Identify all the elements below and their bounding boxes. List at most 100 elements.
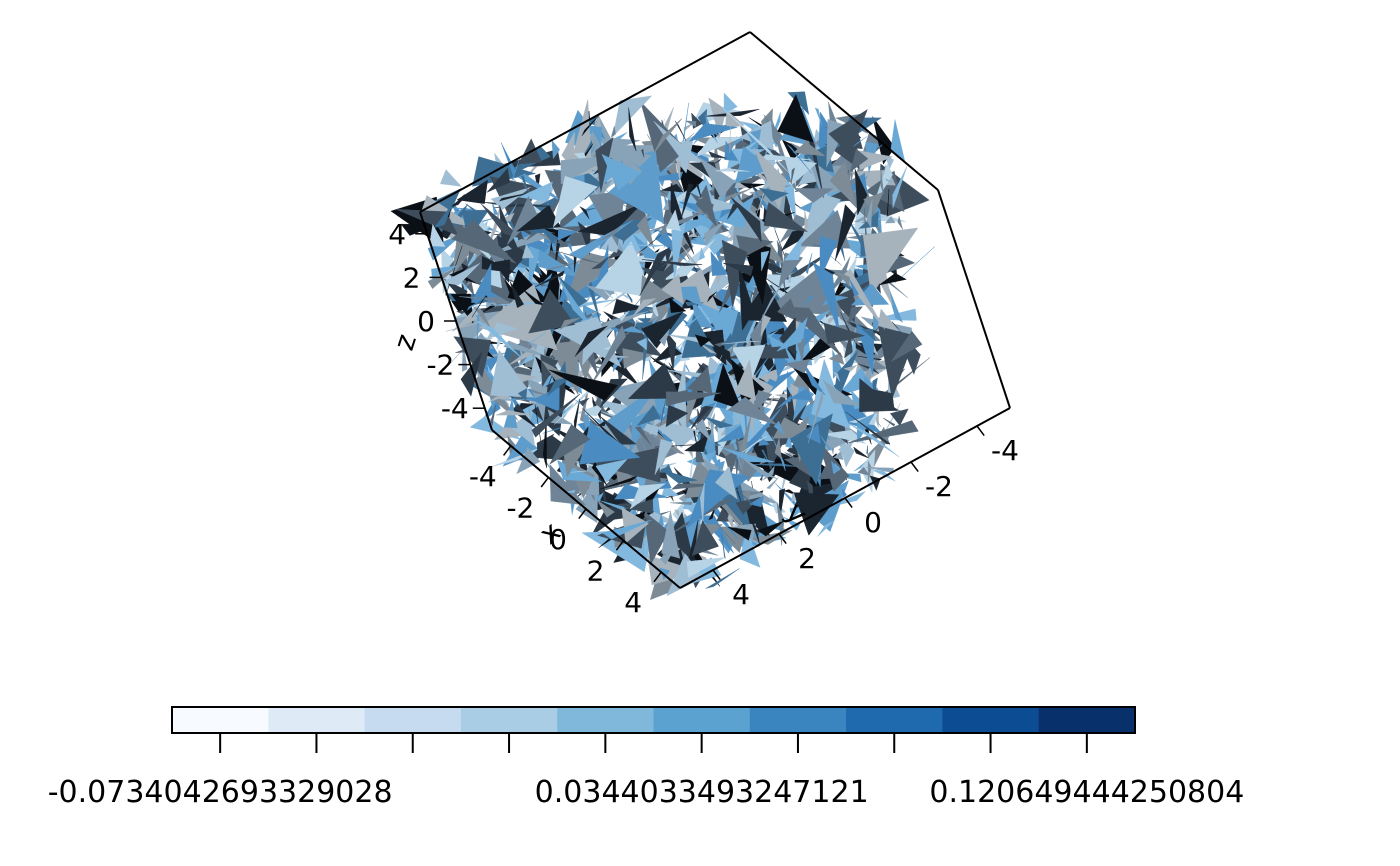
y-tick	[712, 569, 721, 581]
colorbar-tick-label: 0.120649444250804	[929, 775, 1244, 810]
z-tick-label: -4	[441, 392, 469, 425]
surface-patch	[696, 300, 739, 347]
surface-patch	[724, 140, 739, 161]
surface-patch	[784, 452, 806, 468]
surface-patch	[429, 223, 446, 247]
surface-patch	[866, 445, 869, 454]
surface-patch	[579, 397, 590, 407]
colorbar: -0.0734042693329028 0.0344033493247121 0.1…	[48, 706, 1244, 810]
surface-patch	[787, 144, 813, 174]
surface-patch	[851, 136, 868, 148]
surface-patch	[871, 469, 896, 482]
surface-patch	[565, 489, 576, 494]
surface-patch	[623, 498, 654, 514]
y-tick-label: 0	[864, 506, 882, 539]
surface-patch	[628, 244, 665, 247]
surface-patch	[579, 421, 641, 465]
surface-patch	[854, 168, 868, 216]
surface-patch	[666, 334, 715, 347]
surface-patch	[777, 94, 814, 143]
z-tick-label: -2	[426, 349, 454, 382]
surface-patch	[790, 167, 796, 184]
surface-patch	[516, 204, 561, 232]
surface-patch	[762, 465, 775, 481]
surface-patch	[784, 235, 803, 261]
colorbar-swatch	[364, 707, 462, 733]
surface-patch	[687, 233, 699, 238]
surface-patch	[612, 298, 644, 315]
surface-patch	[654, 438, 674, 475]
surface-patch	[451, 219, 517, 264]
surface-patch	[634, 426, 652, 446]
surface-patch	[783, 516, 801, 531]
surface-patch	[788, 387, 813, 401]
surface-patch	[510, 281, 524, 308]
surface-patch	[495, 410, 533, 416]
surface-patch	[720, 447, 776, 463]
surface-patch	[621, 326, 646, 334]
surface-patch	[633, 234, 666, 261]
surface-patch	[693, 430, 697, 443]
colorbar-swatch	[460, 707, 558, 733]
surface-patch	[499, 399, 530, 401]
surface-patch	[490, 349, 535, 398]
surface-patch	[670, 501, 693, 506]
y-tick-label: -4	[991, 434, 1019, 467]
surface-patch	[719, 105, 789, 173]
surface-patch	[820, 435, 833, 451]
surface-patch	[700, 306, 704, 311]
surface-patch	[748, 463, 800, 467]
surface-patch	[819, 236, 838, 279]
surface-patch	[785, 433, 793, 449]
surface-patch	[707, 291, 718, 303]
surface-patch	[629, 483, 667, 510]
surface-patch	[674, 120, 687, 141]
surface-patch	[757, 520, 785, 537]
surface-patch	[486, 167, 510, 193]
surface-patch	[622, 230, 630, 245]
surface-patch	[713, 232, 734, 247]
surface-patch	[542, 416, 547, 468]
surface-patch	[727, 527, 752, 541]
surface-patch	[698, 196, 703, 200]
surface-patch	[708, 151, 727, 159]
surface-patch	[818, 462, 837, 480]
y-tick	[778, 533, 787, 545]
surface-patch	[641, 311, 684, 349]
surface-patch	[688, 123, 738, 142]
surface-patch	[557, 229, 578, 241]
surface-patch	[721, 534, 726, 560]
z-tick-label: 4	[388, 218, 406, 251]
surface-patch	[684, 433, 709, 453]
surface-patch	[473, 306, 493, 332]
surface-patch	[729, 419, 743, 430]
surface-patch	[686, 557, 725, 578]
surface-patch	[685, 120, 697, 128]
surface-patch	[639, 246, 671, 296]
surface-patch	[886, 189, 890, 217]
surface-patch	[740, 183, 765, 189]
surface-patch	[829, 255, 842, 266]
surface-patch	[627, 362, 681, 400]
surface-patch	[632, 298, 657, 317]
surface-patch	[651, 314, 659, 324]
surface-patch	[527, 332, 547, 345]
surface-patch	[661, 510, 681, 559]
surface-patch	[766, 477, 779, 489]
surface-patch	[852, 220, 865, 226]
surface-patch	[612, 95, 653, 138]
surface-patch	[698, 247, 705, 261]
surface-patch	[542, 427, 562, 434]
surface-patch	[600, 416, 637, 445]
surface-patch	[863, 191, 884, 215]
surface-patch	[734, 359, 756, 401]
x-tick-label: 0	[549, 523, 567, 556]
surface-patch	[758, 370, 776, 383]
surface-patch	[755, 172, 770, 216]
surface-patch	[694, 418, 711, 442]
surface-patch	[784, 157, 818, 185]
surface-patch	[710, 342, 732, 366]
surface-patch	[475, 320, 523, 359]
surface-patch	[441, 263, 481, 286]
